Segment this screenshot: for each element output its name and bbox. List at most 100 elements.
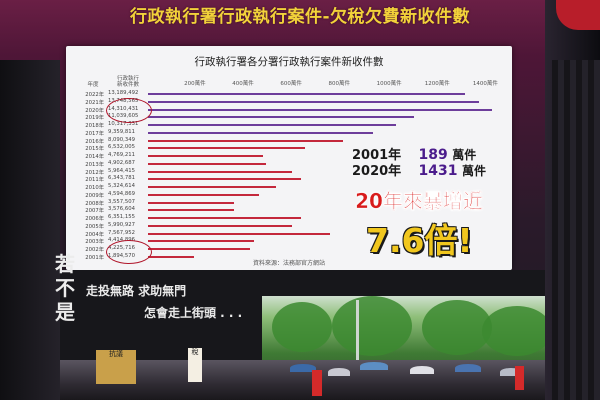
highlight-circle-early [106,240,152,264]
count-label: 6,532,005 [108,144,135,151]
year-label: 2010年 [85,185,104,191]
data-source: 資料來源：法務部官方網站 [252,260,325,267]
highlight-circle-recent [106,98,152,123]
count-label: 8,090,349 [108,136,135,143]
umbrella [500,368,522,376]
bar [148,170,292,173]
year-label: 2017年 [85,130,104,137]
sign-text: 稅 [191,348,199,356]
bar [148,162,266,165]
protest-sign: 稅 [188,348,202,382]
red-flag [515,366,524,390]
protest-crowd [60,360,545,400]
comparison-count: 1431 [418,163,458,179]
vertical-slogan: 若 不 是 [54,252,76,324]
year-label: 2005年 [85,223,104,230]
vertical-char: 不 [55,276,75,300]
bar [148,131,374,134]
umbrella [360,362,388,370]
count-label: 5,964,415 [108,167,135,174]
slogan-line-1: 走投無路 求助無門 [86,284,187,298]
year-label: 2004年 [85,231,104,238]
bar [148,139,343,142]
x-tick-label: 400萬件 [232,81,254,87]
year-label: 2009年 [85,192,104,199]
year-label: 2021年 [85,99,104,106]
count-label: 13,189,492 [108,90,139,96]
tree-canopy [332,296,412,356]
x-tick-label: 200萬件 [184,81,206,87]
chart-board: 行政執行署各分署行政執行案件新收件數 年度 行政執行 新收件數 200萬件 400… [66,46,512,270]
x-tick-label: 600萬件 [280,81,302,87]
sign-text: 抗議 [109,350,123,358]
count-column-header: 行政執行 新收件數 [116,76,139,88]
umbrella [328,368,350,376]
x-tick-label: 1400萬件 [472,81,498,87]
year-column-header: 年度 [87,82,99,88]
comparison-unit: 萬件 [452,148,477,162]
count-label: 4,902,687 [108,159,135,166]
bar [148,255,194,258]
count-label: 10,317,331 [108,121,139,127]
comparison-unit: 萬件 [462,164,487,178]
vertical-char: 若 [55,252,75,276]
year-label: 2007年 [85,208,104,215]
count-label: 4,769,211 [108,152,135,158]
comparison-count: 189 [418,147,448,163]
year-label: 2019年 [85,115,104,122]
year-label: 2008年 [85,200,104,207]
comparison-year: 2001年 [352,148,402,163]
vertical-char: 是 [55,300,75,324]
year-label: 2013年 [85,161,104,168]
protest-sign: 抗議 [96,350,136,384]
multiplier-text: 7.6倍! [366,221,473,260]
corner-logo [556,0,600,30]
street-pole [356,300,359,370]
count-label: 5,990,927 [108,221,135,228]
banner-title: 行政執行署行政執行案件-欠稅欠費新收件數 [129,7,471,27]
count-label: 7,567,952 [108,229,135,236]
year-label: 2014年 [85,154,104,160]
bar [148,178,301,181]
comparison-2001: 2001年 189 萬件 [352,144,476,163]
year-label: 2002年 [85,247,104,253]
umbrella [290,364,316,372]
bar [148,209,235,212]
year-label: 2022年 [85,92,104,98]
year-label: 2012年 [85,169,104,176]
bar [148,124,397,126]
right-curtain [552,60,600,400]
year-label: 2001年 [85,254,104,261]
bar [148,186,277,188]
umbrella [410,366,434,374]
bar [148,232,331,235]
umbrella [455,364,481,372]
bar [148,100,479,103]
x-tick-label: 800萬件 [328,81,351,87]
tree-canopy [272,302,332,352]
count-label: 3,557,507 [108,198,135,205]
comparison-2020: 2020年 1431 萬件 [352,160,486,179]
bar [148,224,293,227]
bar [148,201,234,204]
year-label: 2018年 [85,123,104,129]
count-label: 6,351,155 [108,214,135,220]
left-shadow [0,60,60,400]
year-label: 2003年 [85,239,104,246]
bar [148,108,493,111]
count-label: 3,576,604 [108,206,135,213]
count-label: 6,343,781 [108,175,135,182]
x-tick-label: 1200萬件 [424,81,450,87]
x-tick-label: 1000萬件 [376,81,402,87]
bar [148,217,301,219]
chart-title: 行政執行署各分署行政執行案件新收件數 [194,56,384,68]
bar [148,93,466,95]
bar [148,248,250,250]
headline-text: 20年來暴增近 [355,189,483,213]
slogan-line-2: 怎會走上街頭 . . . [144,306,243,320]
comparison-year: 2020年 [352,164,402,179]
year-label: 2015年 [85,146,104,153]
tree-canopy [422,300,492,355]
year-label: 2016年 [85,138,104,145]
